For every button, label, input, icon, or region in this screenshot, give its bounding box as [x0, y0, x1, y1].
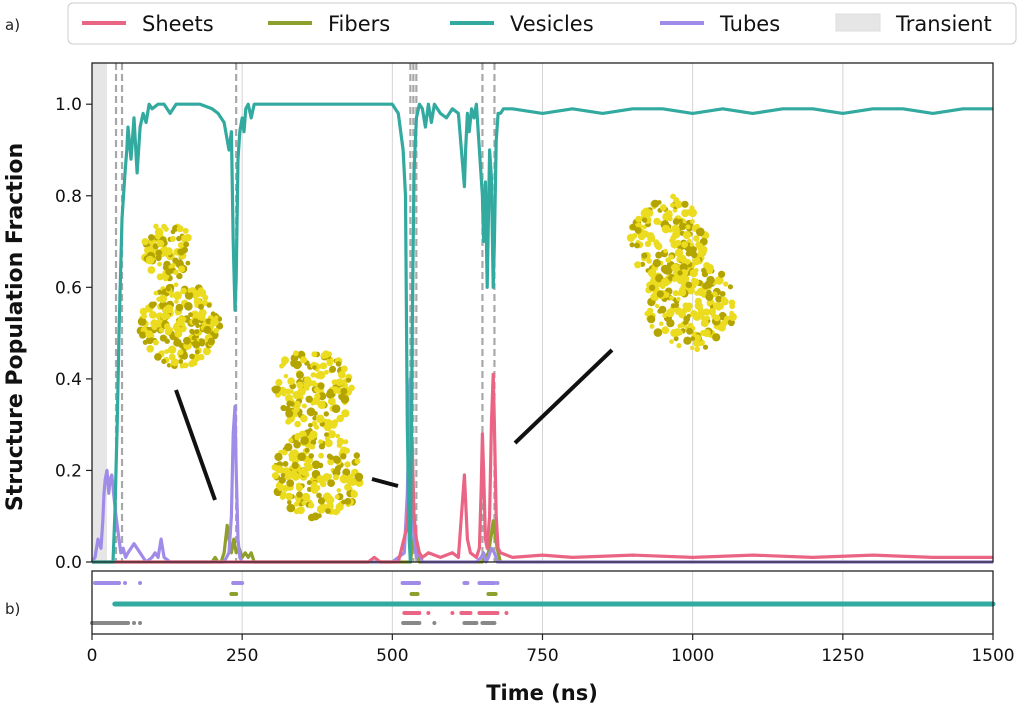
connector-line-3 — [513, 348, 614, 445]
y-axis-label: Structure Population Fraction — [3, 143, 28, 511]
panel-label-a: a) — [5, 16, 20, 34]
legend-frame — [67, 2, 1017, 45]
timeline-dot-transient — [432, 621, 437, 625]
timeline-dot-tubes — [486, 581, 491, 585]
x-tick-label: 750 — [526, 646, 558, 666]
main-plot-frame — [91, 62, 994, 563]
legend-label-vesicles: Vesicles — [510, 12, 594, 36]
x-tick-label: 250 — [226, 646, 258, 666]
x-tick-label: 500 — [376, 646, 408, 666]
timeline-dot-tubes — [234, 581, 239, 585]
structure-image-1-bottom — [136, 282, 224, 369]
legend-label-sheets: Sheets — [142, 12, 214, 36]
legend: Sheets Fibers Vesicles Tubes Transient — [67, 2, 1017, 45]
legend-swatch-transient — [835, 13, 881, 32]
legend-label-transient: Transient — [895, 12, 992, 36]
legend-label-fibers: Fibers — [328, 12, 390, 36]
y-tick-label: 0.8 — [55, 187, 82, 207]
timeline-plot: 0 250 500 750 1000 1250 1500 Time (ns) — [87, 570, 1015, 705]
panel-label-b: b) — [5, 600, 20, 618]
timeline-dot-transient — [138, 621, 143, 625]
series-line-vesicles — [92, 102, 993, 564]
y-tick-label: 0.0 — [55, 553, 82, 573]
structure-image-2-top — [271, 350, 355, 434]
x-tick-label: 1250 — [821, 646, 864, 666]
transient-region — [92, 63, 108, 562]
x-tick-label: 0 — [87, 646, 98, 666]
connector-line-1 — [174, 389, 217, 501]
x-axis-label: Time (ns) — [486, 681, 598, 705]
connector-line-2 — [371, 477, 399, 488]
y-tick-label: 0.4 — [55, 370, 82, 390]
timeline-dot-tubes — [138, 581, 143, 585]
structure-image-2-bottom — [271, 429, 364, 522]
x-tick-label: 1000 — [671, 646, 714, 666]
series-line-fibers — [92, 519, 993, 564]
legend-label-tubes: Tubes — [719, 12, 780, 36]
y-tick-label: 0.6 — [55, 278, 82, 298]
y-tick-label: 0.2 — [55, 461, 82, 481]
main-plot: 0.0 0.2 0.4 0.6 0.8 1.0 Structure Population … — [3, 62, 994, 573]
timeline-dot-transient — [132, 621, 137, 625]
timeline-dot-tubes — [495, 581, 500, 585]
timeline-dot-sheets — [504, 611, 509, 615]
timeline-dot-tubes — [123, 581, 128, 585]
timeline-dot-sheets — [450, 611, 455, 615]
x-tick-label: 1500 — [971, 646, 1014, 666]
timeline-dot-sheets — [426, 611, 431, 615]
structure-image-1-top — [141, 223, 192, 282]
structure-image-3-bottom — [644, 258, 737, 353]
y-tick-label: 1.0 — [55, 95, 82, 115]
